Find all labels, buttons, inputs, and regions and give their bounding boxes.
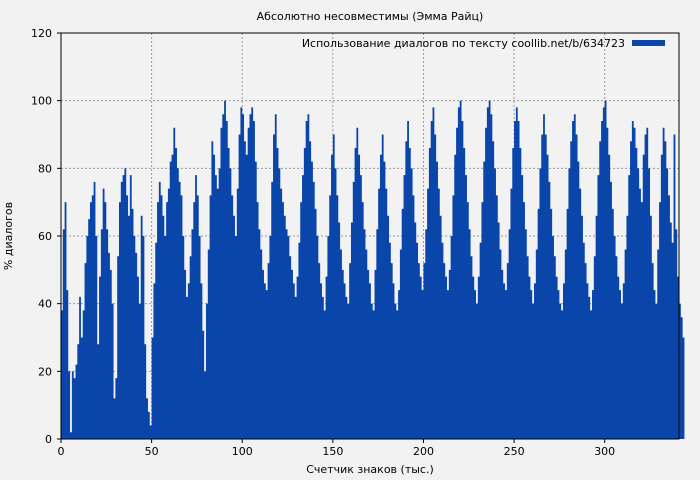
series-area bbox=[61, 100, 685, 440]
x-axis-label: Счетчик знаков (тыс.) bbox=[306, 463, 434, 476]
x-tick-label: 50 bbox=[145, 445, 159, 458]
y-tick-label: 0 bbox=[45, 433, 52, 446]
x-tick-label: 250 bbox=[504, 445, 525, 458]
legend: Использование диалогов по тексту coollib… bbox=[302, 37, 665, 50]
x-tick-label: 100 bbox=[232, 445, 253, 458]
x-tick-label: 200 bbox=[413, 445, 434, 458]
legend-swatch bbox=[632, 40, 665, 46]
y-axis-label: % диалогов bbox=[2, 202, 15, 270]
x-tick-label: 150 bbox=[322, 445, 343, 458]
y-tick-label: 20 bbox=[38, 365, 52, 378]
series-dialog-usage bbox=[61, 100, 685, 440]
y-tick-label: 80 bbox=[38, 162, 52, 175]
chart-title: Абсолютно несовместимы (Эмма Райц) bbox=[257, 10, 484, 23]
y-tick-label: 120 bbox=[31, 27, 52, 40]
y-tick-label: 100 bbox=[31, 95, 52, 108]
x-axis: 0 50 100 150 200 250 300 bbox=[58, 439, 615, 458]
x-tick-label: 0 bbox=[58, 445, 65, 458]
y-tick-label: 40 bbox=[38, 298, 52, 311]
legend-label: Использование диалогов по тексту coollib… bbox=[302, 37, 625, 50]
y-axis: 0 20 40 60 80 100 120 bbox=[31, 27, 61, 446]
y-tick-label: 60 bbox=[38, 230, 52, 243]
x-tick-label: 300 bbox=[594, 445, 615, 458]
